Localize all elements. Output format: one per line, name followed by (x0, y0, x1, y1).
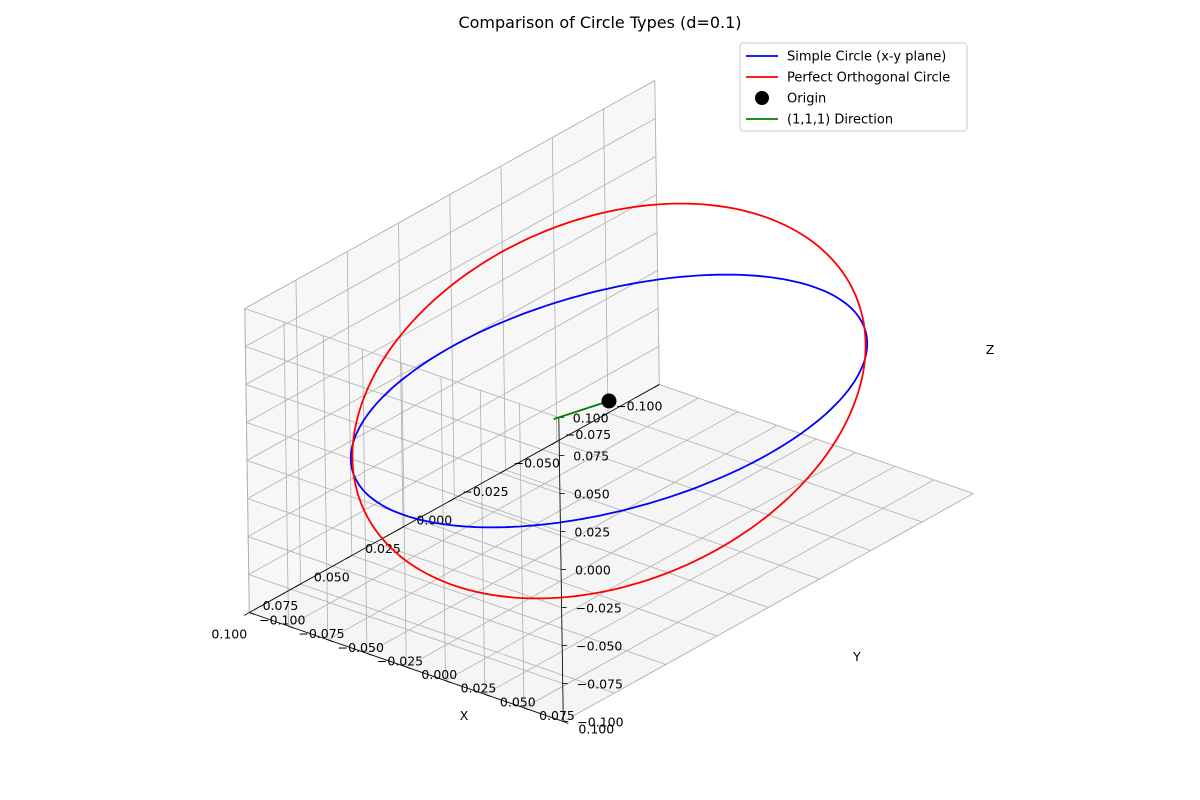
z-axis-label: Z (986, 342, 995, 357)
z-tick-label-7: 0.075 (573, 449, 609, 464)
z-tick-label-4: 0.000 (575, 563, 611, 578)
x-tick-label-5: 0.025 (365, 541, 401, 556)
x-tick-mark-7 (295, 583, 301, 588)
z-tick-label-0: −0.100 (577, 715, 623, 730)
y-tick-mark-7 (523, 707, 530, 711)
y-tick-mark-4 (406, 666, 412, 670)
y-tick-mark-5 (445, 680, 451, 683)
origin-point (601, 393, 617, 409)
y-tick-label-5: 0.025 (461, 681, 497, 696)
y-tick-mark-2 (327, 639, 333, 643)
y-tick-label-4: 0.000 (421, 667, 457, 682)
y-tick-label-6: 0.050 (500, 694, 536, 709)
x-tick-mark-2 (551, 441, 558, 445)
z-tick-label-5: 0.025 (574, 525, 610, 540)
x-tick-label-0: −0.100 (616, 399, 662, 414)
x-tick-label-7: 0.075 (263, 598, 299, 613)
y-tick-mark-0 (249, 612, 255, 615)
x-tick-mark-4 (449, 498, 455, 502)
x-tick-mark-6 (346, 555, 353, 559)
y-tick-mark-6 (484, 693, 490, 697)
series-circle-1 (351, 202, 867, 600)
x-tick-label-8: 0.100 (211, 627, 247, 642)
y-tick-label-8: 0.100 (578, 722, 614, 737)
x-tick-label-1: −0.075 (565, 427, 611, 442)
x-tick-label-3: −0.025 (462, 484, 508, 499)
x-tick-mark-5 (397, 526, 404, 531)
tick-labels: −0.100−0.100−0.100−0.075−0.075−0.075−0.0… (211, 399, 662, 737)
y-tick-label-7: 0.075 (539, 708, 575, 723)
x-tick-mark-1 (602, 412, 609, 417)
legend-label-simple-circle: Simple Circle (x-y plane) (787, 50, 946, 65)
chart-title: Comparison of Circle Types (d=0.1) (458, 13, 741, 32)
z-tick-label-2: −0.050 (576, 639, 622, 654)
x-tick-mark-8 (244, 612, 250, 616)
x-tick-mark-0 (654, 384, 660, 388)
series-direction-line (553, 400, 610, 420)
grid-z-8 (243, 80, 655, 418)
y-tick-mark-3 (366, 653, 373, 656)
z-tick-label-6: 0.050 (574, 487, 610, 502)
legend-label-direction: (1,1,1) Direction (787, 113, 893, 128)
y-axis-label: Y (852, 649, 861, 664)
z-tick-label-8: 0.100 (573, 411, 609, 426)
x-tick-label-6: 0.050 (314, 570, 350, 585)
axis-lines (244, 384, 660, 724)
legend: Simple Circle (x-y plane) Perfect Orthog… (739, 42, 968, 132)
plot-series (349, 202, 869, 600)
y-tick-label-0: −0.100 (259, 613, 305, 628)
z-tick-label-3: −0.025 (576, 601, 622, 616)
y-tick-mark-1 (288, 625, 294, 629)
y-tick-label-3: −0.025 (377, 653, 423, 668)
z-tick-label-1: −0.075 (577, 677, 623, 692)
x-axis-label: X (460, 708, 469, 723)
y-tick-label-2: −0.050 (338, 640, 384, 655)
x-tick-label-2: −0.050 (514, 456, 560, 471)
x-tick-mark-3 (500, 469, 506, 474)
y-tick-mark-8 (563, 721, 569, 724)
series-circle-0 (349, 273, 869, 529)
y-tick-label-1: −0.075 (298, 626, 344, 641)
legend-label-orthogonal-circle: Perfect Orthogonal Circle (787, 71, 950, 86)
legend-label-origin: Origin (787, 92, 826, 107)
legend-box (739, 42, 968, 132)
legend-swatch-origin (755, 91, 769, 105)
